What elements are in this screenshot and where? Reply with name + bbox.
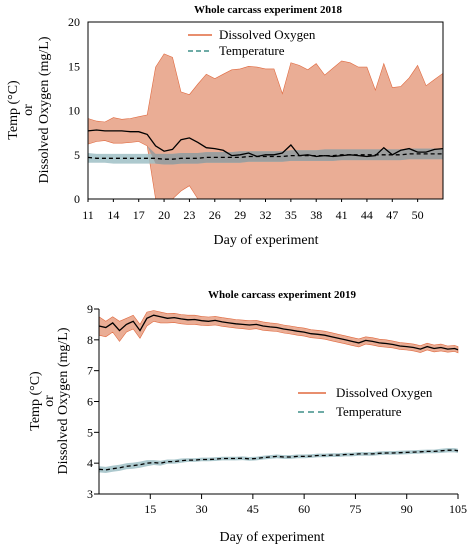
band-overlap (88, 140, 443, 165)
y-tick-label: 20 (68, 15, 80, 29)
series-lines (87, 129, 444, 160)
x-tick-label: 29 (234, 208, 246, 222)
chart-title: Whole carcass experiment 2018 (194, 4, 342, 16)
y-axis-label-line2: or (42, 395, 57, 407)
x-tick-label: 35 (285, 208, 297, 222)
x-tick-label: 105 (449, 502, 467, 516)
confidence-bands (98, 310, 459, 473)
chart-title: Whole carcass experiment 2019 (208, 289, 356, 301)
legend-label-temperature: Temperature (336, 404, 402, 419)
x-tick-label: 38 (310, 208, 322, 222)
x-tick-label: 47 (386, 208, 398, 222)
y-axis-label-line1: Temp (°C) (28, 371, 43, 431)
chart-2018: Whole carcass experiment 2018 0 5 10 15 20 1… (6, 4, 444, 248)
y-tick-label: 3 (87, 487, 93, 501)
x-tick-label: 50 (412, 208, 424, 222)
band-dissolved-oxygen (98, 310, 459, 354)
y-axis-label-line3: Dissolved Oxygen (mg/L) (37, 36, 52, 183)
x-tick-label: 60 (298, 502, 310, 516)
x-tick-label: 26 (209, 208, 221, 222)
y-axis-ticks: 0 5 10 15 20 (68, 15, 80, 206)
x-axis-ticks: 11 14 17 20 23 26 29 32 35 38 41 44 47 50 (82, 199, 424, 222)
x-tick-label: 14 (107, 208, 119, 222)
x-tick-label: 32 (260, 208, 272, 222)
y-axis-label-line2: or (21, 104, 36, 116)
x-tick-label: 20 (158, 208, 170, 222)
y-tick-label: 0 (74, 192, 80, 206)
x-tick-label: 44 (361, 208, 373, 222)
x-tick-label: 90 (401, 502, 413, 516)
line-dissolved-oxygen (98, 314, 459, 351)
x-tick-label: 23 (183, 208, 195, 222)
y-tick-label: 5 (87, 425, 93, 439)
band-temperature (99, 448, 458, 473)
x-axis-label: Day of experiment (220, 530, 325, 545)
x-tick-label: 41 (336, 208, 348, 222)
x-tick-label: 45 (247, 502, 259, 516)
x-axis-ticks: 15 30 45 60 75 90 105 (144, 494, 467, 516)
confidence-bands (87, 53, 444, 200)
y-tick-label: 10 (68, 104, 80, 118)
legend: Dissolved Oxygen Temperature (188, 27, 316, 58)
y-tick-label: 7 (87, 364, 93, 378)
line-temperature (87, 153, 443, 160)
legend-label-temperature: Temperature (219, 43, 285, 58)
y-tick-label: 5 (74, 148, 80, 162)
x-tick-label: 15 (144, 502, 156, 516)
y-tick-label: 9 (87, 302, 93, 316)
x-tick-label: 75 (349, 502, 361, 516)
line-temperature (98, 449, 459, 471)
legend-label-dissolved-oxygen: Dissolved Oxygen (336, 385, 433, 400)
series-lines (98, 314, 459, 471)
y-tick-label: 6 (87, 395, 93, 409)
x-tick-label: 30 (196, 502, 208, 516)
x-axis-label: Day of experiment (214, 233, 319, 248)
line-dissolved-oxygen (87, 129, 444, 158)
legend: Dissolved Oxygen Temperature (298, 385, 433, 419)
x-tick-label: 11 (82, 208, 94, 222)
y-axis-label-line1: Temp (°C) (6, 80, 21, 140)
y-axis-label-line3: Dissolved Oxygen (mg/L) (56, 327, 71, 474)
y-tick-label: 8 (87, 333, 93, 347)
x-tick-label: 17 (133, 208, 145, 222)
legend-label-dissolved-oxygen: Dissolved Oxygen (219, 27, 316, 42)
y-tick-label: 15 (68, 59, 80, 73)
y-tick-label: 4 (87, 456, 93, 470)
y-axis-ticks: 3 4 5 6 7 8 9 (87, 302, 99, 501)
